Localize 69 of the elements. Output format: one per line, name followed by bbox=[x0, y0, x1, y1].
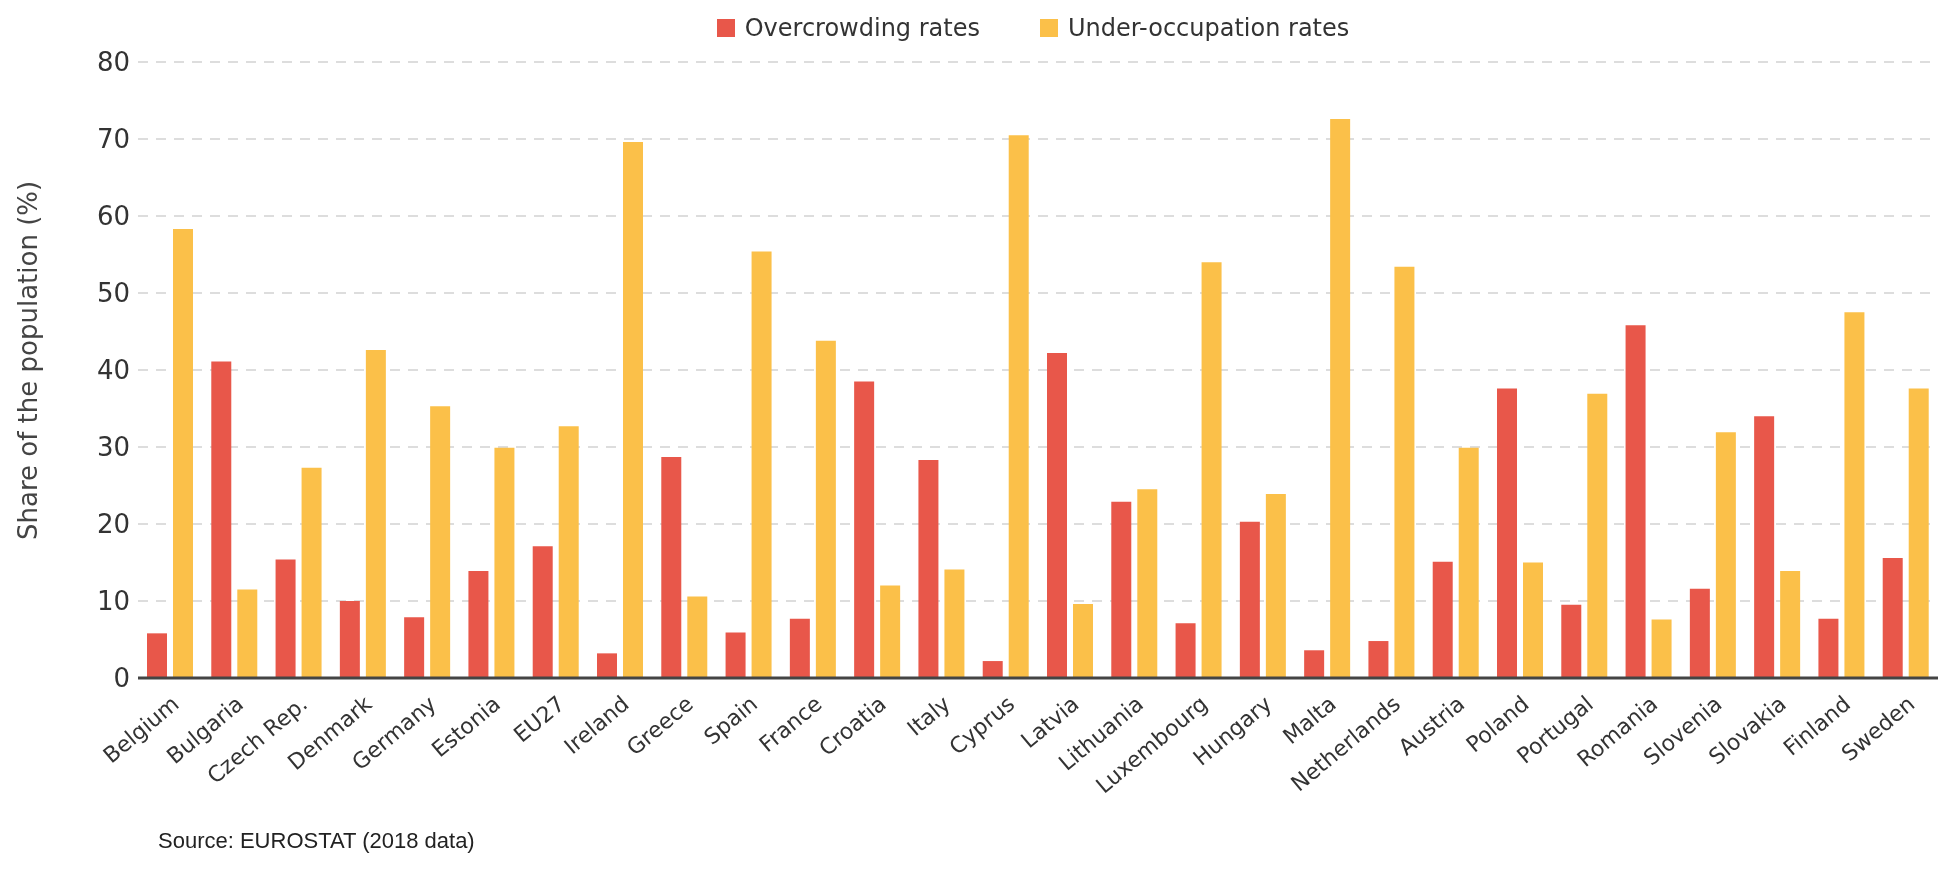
bar bbox=[1458, 447, 1479, 678]
bar bbox=[687, 596, 708, 678]
bar bbox=[815, 340, 836, 678]
bar bbox=[1497, 388, 1517, 678]
y-tick-label: 80 bbox=[96, 47, 130, 78]
bar bbox=[1844, 312, 1865, 678]
y-tick-label: 40 bbox=[96, 355, 130, 386]
bar bbox=[1908, 388, 1929, 678]
bar bbox=[725, 632, 746, 678]
y-tick-label: 50 bbox=[96, 278, 130, 309]
source-note: Source: EUROSTAT (2018 data) bbox=[157, 828, 476, 854]
bar bbox=[1818, 618, 1839, 678]
bar bbox=[1432, 561, 1453, 678]
bar bbox=[1523, 562, 1543, 678]
bar bbox=[1330, 118, 1351, 678]
y-tick-label: 0 bbox=[113, 663, 130, 694]
bar bbox=[1561, 604, 1582, 678]
bar bbox=[494, 447, 515, 678]
bar bbox=[1239, 521, 1260, 678]
bar bbox=[1265, 493, 1286, 678]
y-tick-label: 20 bbox=[96, 509, 130, 540]
bar bbox=[789, 618, 810, 678]
bar bbox=[1780, 570, 1801, 678]
bar bbox=[854, 381, 875, 678]
y-tick-label: 10 bbox=[96, 586, 130, 617]
bar bbox=[1587, 393, 1608, 678]
bar bbox=[1651, 619, 1672, 678]
y-axis-title: Share of the population (%) bbox=[13, 180, 44, 540]
bar bbox=[558, 426, 579, 678]
bar bbox=[1715, 432, 1736, 678]
bar bbox=[597, 653, 617, 678]
bar bbox=[275, 559, 296, 678]
bar bbox=[1073, 604, 1093, 678]
bar bbox=[532, 546, 553, 678]
bar bbox=[1201, 262, 1222, 678]
legend-label: Overcrowding rates bbox=[743, 14, 980, 42]
bar bbox=[211, 361, 232, 678]
bar bbox=[301, 467, 322, 678]
bar bbox=[173, 229, 193, 678]
y-tick-label: 60 bbox=[96, 201, 130, 232]
bar bbox=[1368, 641, 1389, 678]
bar bbox=[1304, 650, 1325, 678]
bar bbox=[365, 349, 386, 678]
bar bbox=[1394, 266, 1415, 678]
bar bbox=[880, 585, 901, 678]
bar bbox=[1111, 501, 1132, 678]
bar bbox=[1754, 416, 1775, 678]
bar bbox=[1689, 588, 1710, 678]
y-tick-label: 30 bbox=[96, 432, 130, 463]
bar bbox=[944, 569, 965, 678]
bar bbox=[1047, 353, 1067, 678]
bar bbox=[1625, 325, 1646, 678]
legend-label: Under-occupation rates bbox=[1067, 14, 1350, 42]
bar bbox=[1882, 557, 1903, 678]
bar bbox=[918, 460, 939, 678]
bar bbox=[751, 251, 772, 678]
bar bbox=[339, 601, 360, 678]
y-tick-label: 70 bbox=[96, 124, 130, 155]
bar bbox=[1175, 623, 1196, 678]
bar bbox=[404, 617, 425, 678]
bar bbox=[1137, 489, 1158, 678]
bar bbox=[468, 570, 489, 678]
bar bbox=[661, 457, 682, 678]
bar bbox=[982, 661, 1003, 678]
bar bbox=[1008, 135, 1029, 678]
bar bbox=[430, 406, 451, 678]
bar bbox=[623, 142, 643, 678]
bar bbox=[147, 633, 167, 678]
bar bbox=[237, 589, 258, 678]
